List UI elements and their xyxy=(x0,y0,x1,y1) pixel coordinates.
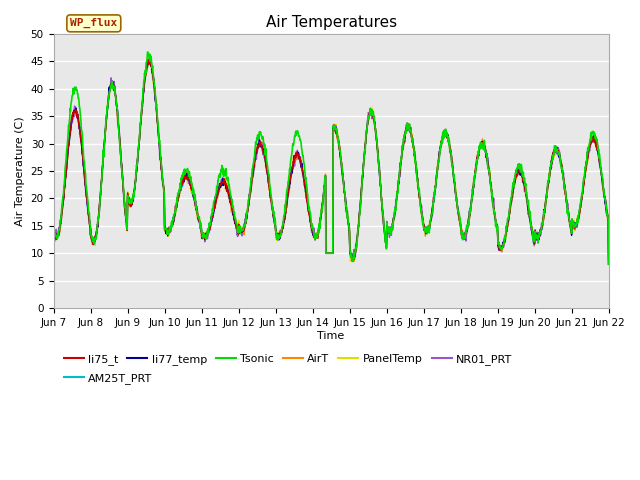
li77_temp xyxy=(605,262,612,267)
AirT xyxy=(540,218,547,224)
PanelTemp xyxy=(160,190,168,195)
NR01_PRT xyxy=(540,215,547,221)
Tsonic xyxy=(236,225,243,230)
AirT xyxy=(490,204,498,210)
li77_temp xyxy=(173,198,181,204)
AM25T_PRT xyxy=(418,208,426,214)
AM25T_PRT xyxy=(160,189,168,195)
NR01_PRT xyxy=(50,224,58,229)
PanelTemp xyxy=(605,262,612,267)
li75_t xyxy=(50,223,58,228)
li75_t xyxy=(605,262,612,267)
li77_temp xyxy=(50,230,58,236)
Line: li75_t: li75_t xyxy=(54,60,609,264)
AirT xyxy=(50,221,58,227)
li75_t xyxy=(160,186,168,192)
NR01_PRT xyxy=(490,206,498,212)
li75_t xyxy=(173,199,181,204)
li75_t xyxy=(540,216,547,222)
PanelTemp xyxy=(173,200,181,206)
AirT xyxy=(236,225,243,231)
li75_t xyxy=(236,226,243,232)
PanelTemp xyxy=(144,58,152,63)
AM25T_PRT xyxy=(540,216,547,222)
Line: Tsonic: Tsonic xyxy=(54,52,609,264)
li77_temp xyxy=(490,206,498,212)
Legend: AM25T_PRT: AM25T_PRT xyxy=(59,369,157,388)
AirT xyxy=(173,201,181,206)
Y-axis label: Air Temperature (C): Air Temperature (C) xyxy=(15,116,25,226)
li77_temp xyxy=(145,57,152,62)
AirT xyxy=(145,56,153,62)
li75_t xyxy=(145,57,152,62)
Title: Air Temperatures: Air Temperatures xyxy=(266,15,397,30)
Line: PanelTemp: PanelTemp xyxy=(54,60,609,264)
AM25T_PRT xyxy=(490,208,498,214)
AirT xyxy=(418,209,426,215)
PanelTemp xyxy=(50,227,58,232)
NR01_PRT xyxy=(146,55,154,61)
Tsonic xyxy=(173,199,181,205)
AM25T_PRT xyxy=(236,226,243,232)
li77_temp xyxy=(418,209,426,215)
NR01_PRT xyxy=(173,200,181,205)
PanelTemp xyxy=(540,214,547,219)
AM25T_PRT xyxy=(605,262,612,267)
Tsonic xyxy=(144,49,152,55)
Line: NR01_PRT: NR01_PRT xyxy=(54,58,609,264)
PanelTemp xyxy=(418,209,426,215)
Tsonic xyxy=(490,207,498,213)
Line: AM25T_PRT: AM25T_PRT xyxy=(54,60,609,264)
li75_t xyxy=(418,210,426,216)
Tsonic xyxy=(418,210,426,216)
AM25T_PRT xyxy=(145,57,152,63)
AM25T_PRT xyxy=(50,226,58,231)
NR01_PRT xyxy=(605,262,612,267)
AirT xyxy=(605,262,612,267)
NR01_PRT xyxy=(160,185,168,191)
NR01_PRT xyxy=(236,228,243,234)
Text: WP_flux: WP_flux xyxy=(70,18,117,28)
Line: li77_temp: li77_temp xyxy=(54,60,609,264)
X-axis label: Time: Time xyxy=(317,331,345,341)
Line: AirT: AirT xyxy=(54,59,609,264)
PanelTemp xyxy=(236,231,243,237)
li77_temp xyxy=(540,218,547,224)
Tsonic xyxy=(160,189,168,194)
PanelTemp xyxy=(490,206,498,212)
Tsonic xyxy=(605,262,612,267)
li77_temp xyxy=(236,230,243,236)
li77_temp xyxy=(160,186,168,192)
Tsonic xyxy=(540,218,547,224)
NR01_PRT xyxy=(418,203,426,209)
Tsonic xyxy=(50,225,58,231)
li75_t xyxy=(490,206,498,212)
AM25T_PRT xyxy=(173,200,181,205)
AirT xyxy=(160,186,168,192)
